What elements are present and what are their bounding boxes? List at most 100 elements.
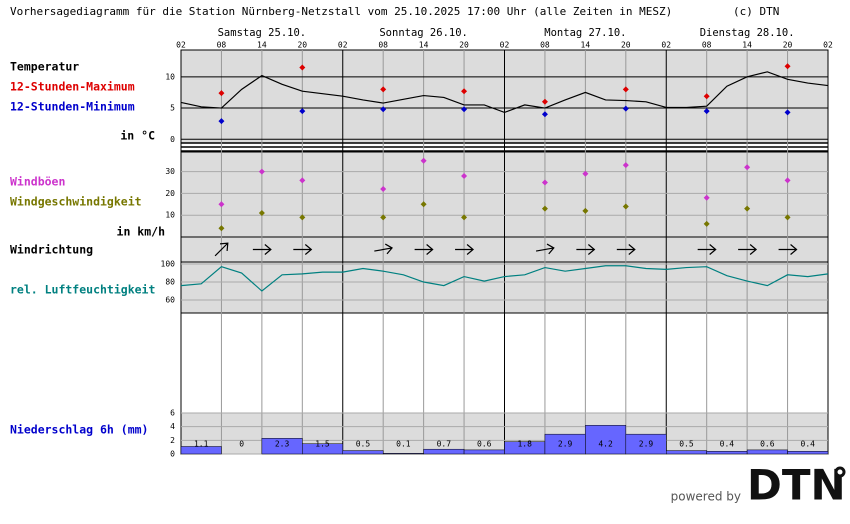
wind-arrow: [414, 244, 434, 255]
wind-arrow: [214, 242, 229, 257]
x-tick-label: 02: [338, 41, 348, 50]
bar: [746, 449, 788, 455]
bar: [463, 449, 505, 455]
bar-label: 2.9: [558, 440, 573, 449]
marker: [622, 162, 629, 169]
legend-label: 12-Stunden-Maximum: [10, 80, 135, 94]
bar-label: 0.1: [396, 440, 411, 449]
y-tick-label: 0: [170, 135, 175, 144]
bar-label: 0.6: [477, 440, 492, 449]
powered-by: powered by: [671, 490, 741, 504]
arrow-shape: [576, 244, 596, 255]
x-tick-label: 20: [621, 41, 631, 50]
temperature-line: [180, 71, 829, 114]
wind-arrow: [778, 244, 798, 255]
marker: [703, 108, 710, 115]
marker: [703, 194, 710, 201]
title: Vorhersagediagramm für die Station Nürnb…: [10, 5, 672, 18]
marker: [461, 214, 468, 221]
bar-label: 1.8: [517, 440, 532, 449]
bar-label: 1.1: [194, 440, 209, 449]
wind-arrow: [535, 243, 555, 255]
y-tick-label: 5: [170, 104, 175, 113]
x-tick-label: 02: [176, 41, 186, 50]
y-tick-label: 6: [170, 409, 175, 418]
marker: [380, 106, 387, 113]
marker: [461, 88, 468, 95]
arrow-shape: [252, 244, 272, 255]
bar: [302, 443, 343, 455]
marker: [461, 106, 468, 113]
x-tick-label: 08: [702, 41, 712, 50]
arrow-shape: [778, 244, 798, 255]
marker: [703, 220, 710, 227]
marker: [622, 203, 629, 210]
marker: [218, 118, 225, 125]
unit-label: in °C: [120, 129, 155, 143]
marker: [784, 109, 791, 116]
marker: [784, 177, 791, 184]
bar-label: 0.4: [720, 440, 735, 449]
marker: [744, 164, 751, 171]
bar-label: 0.7: [437, 440, 452, 449]
day-label: Samstag 25.10.: [218, 27, 307, 39]
copyright: (c) DTN: [733, 5, 779, 18]
panel-label: Temperatur: [10, 60, 79, 74]
bar-label: 1.5: [315, 440, 330, 449]
y-tick-label: 10: [165, 211, 175, 220]
arrow-shape: [214, 242, 229, 257]
legend-label: 12-Stunden-Minimum: [10, 100, 135, 114]
bar-label: 2.9: [639, 440, 654, 449]
marker: [541, 205, 548, 212]
wind-arrow: [293, 244, 313, 255]
marker: [744, 205, 751, 212]
wind-arrow: [374, 243, 393, 255]
marker: [703, 93, 710, 100]
x-tick-label: 14: [419, 41, 429, 50]
marker: [380, 214, 387, 221]
x-tick-label: 14: [742, 41, 752, 50]
marker: [299, 177, 306, 184]
bar-label: 4.2: [598, 440, 613, 449]
y-tick-label: 30: [165, 167, 175, 176]
marker: [218, 90, 225, 97]
marker: [784, 63, 791, 70]
logo: DTN: [747, 461, 846, 510]
x-tick-label: 02: [500, 41, 510, 50]
arrow-shape: [535, 243, 555, 255]
x-tick-label: 02: [661, 41, 671, 50]
bar: [625, 433, 667, 455]
wind-arrow: [697, 244, 717, 255]
marker: [622, 86, 629, 93]
bar: [706, 451, 748, 455]
bar-label: 0.4: [801, 440, 816, 449]
marker: [622, 105, 629, 112]
marker: [218, 225, 225, 232]
bar: [382, 453, 424, 455]
x-tick-label: 14: [581, 41, 591, 50]
marker: [541, 98, 548, 105]
marker: [420, 201, 427, 208]
wind-arrow: [738, 244, 758, 255]
marker: [299, 214, 306, 221]
wind-arrow: [576, 244, 596, 255]
day-label: Montag 27.10.: [544, 27, 626, 39]
day-label: Sonntag 26.10.: [379, 27, 468, 39]
marker: [784, 214, 791, 221]
x-tick-label: 20: [783, 41, 793, 50]
x-tick-label: 08: [217, 41, 227, 50]
logo-dot: [834, 466, 846, 478]
marker: [541, 179, 548, 186]
panel-label: Niederschlag 6h (mm): [10, 423, 148, 437]
bar: [787, 451, 829, 455]
wind-arrow: [455, 244, 474, 255]
wind-arrow: [252, 244, 272, 255]
day-label: Dienstag 28.10.: [700, 27, 795, 39]
marker: [420, 157, 427, 164]
y-tick-label: 60: [165, 296, 175, 305]
marker: [218, 201, 225, 208]
x-tick-label: 20: [297, 41, 307, 50]
y-tick-label: 80: [165, 278, 175, 287]
bar: [180, 446, 222, 455]
